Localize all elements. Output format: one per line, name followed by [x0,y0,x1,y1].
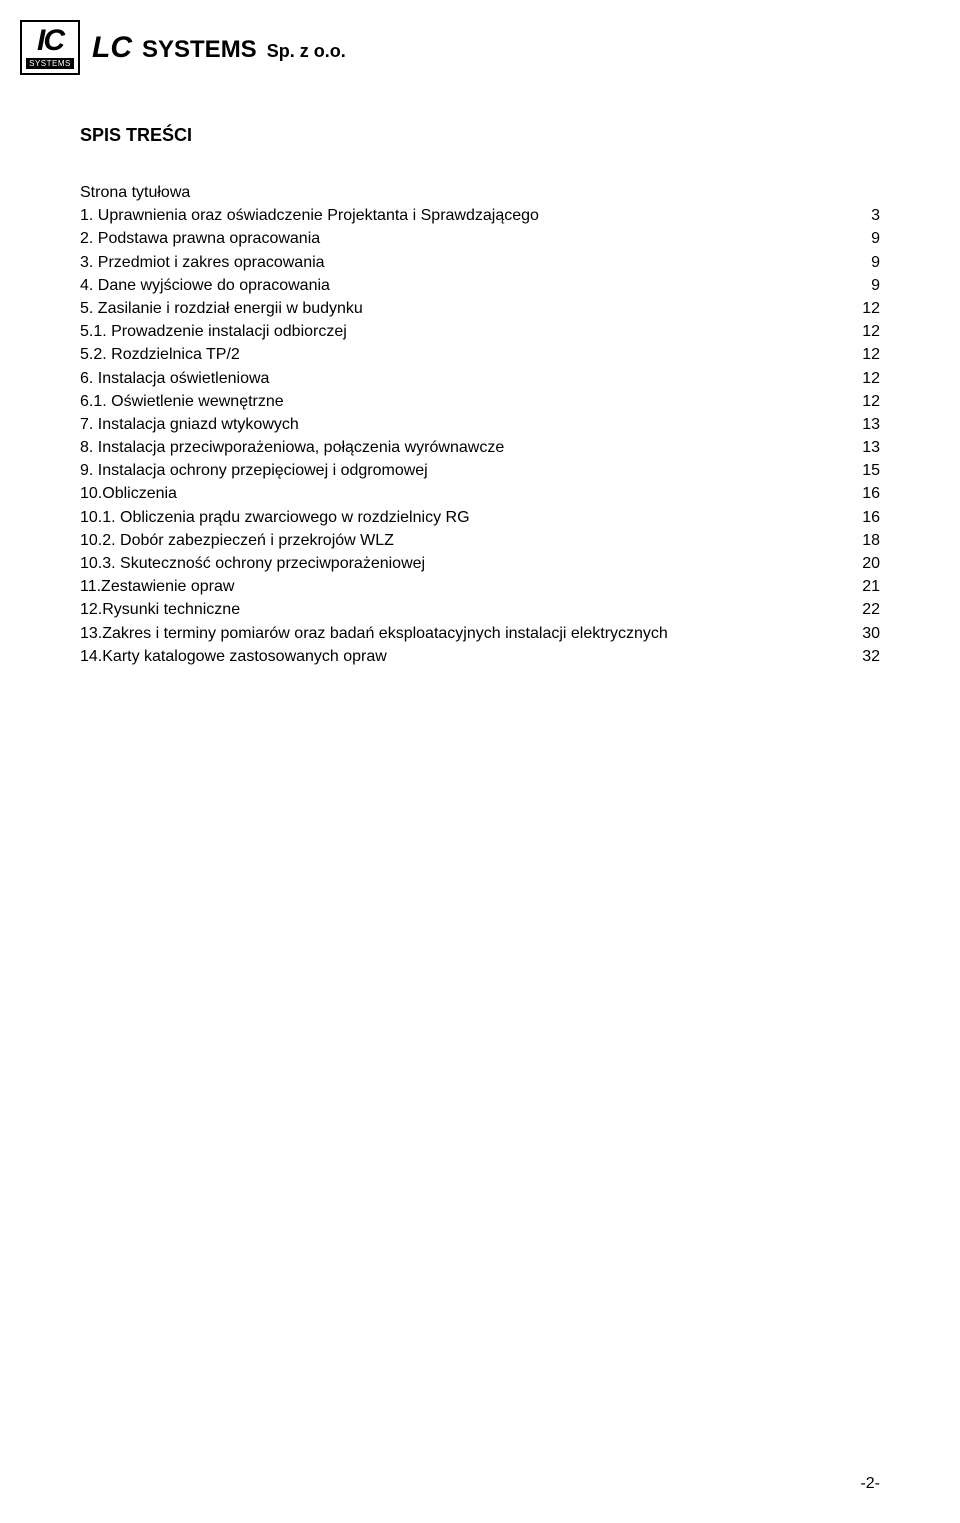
toc-item-label: 6.1. Oświetlenie wewnętrzne [80,390,840,413]
toc-item-page: 9 [840,251,880,274]
toc-item: 6. Instalacja oświetleniowa12 [80,367,880,390]
toc-item: 10.3. Skuteczność ochrony przeciwporażen… [80,552,880,575]
toc-item-page: 32 [840,645,880,668]
toc-item-label: 11.Zestawienie opraw [80,575,840,598]
toc-item-page: 12 [840,390,880,413]
toc-title: SPIS TREŚCI [80,125,880,146]
toc-item-label: 10.2. Dobór zabezpieczeń i przekrojów WL… [80,529,840,552]
toc-list: Strona tytułowa1. Uprawnienia oraz oświa… [80,181,880,668]
toc-item: 6.1. Oświetlenie wewnętrzne12 [80,390,880,413]
toc-item-label: 5.1. Prowadzenie instalacji odbiorczej [80,320,840,343]
company-systems: SYSTEMS [142,36,257,64]
logo-ic-text: IC [37,26,63,56]
toc-item: 5. Zasilanie i rozdział energii w budynk… [80,297,880,320]
toc-item-page: 9 [840,227,880,250]
toc-item-label: 10.1. Obliczenia prądu zwarciowego w roz… [80,506,840,529]
toc-item-label: 10.3. Skuteczność ochrony przeciwporażen… [80,552,840,575]
company-suffix: Sp. z o.o. [267,41,346,62]
logo-systems-text: SYSTEMS [26,58,74,69]
toc-item-label: 8. Instalacja przeciwporażeniowa, połącz… [80,436,840,459]
toc-item: 2. Podstawa prawna opracowania9 [80,227,880,250]
toc-item: 1. Uprawnienia oraz oświadczenie Projekt… [80,204,880,227]
toc-item: 7. Instalacja gniazd wtykowych13 [80,413,880,436]
content: SPIS TREŚCI Strona tytułowa1. Uprawnieni… [0,75,960,668]
toc-item-page: 3 [840,204,880,227]
toc-item-page: 20 [840,552,880,575]
toc-item-page: 13 [840,436,880,459]
toc-item-page [840,181,880,204]
toc-item: 5.1. Prowadzenie instalacji odbiorczej12 [80,320,880,343]
toc-item-label: 12.Rysunki techniczne [80,598,840,621]
toc-item-label: 7. Instalacja gniazd wtykowych [80,413,840,436]
toc-item: 13.Zakres i terminy pomiarów oraz badań … [80,622,880,645]
toc-item-page: 12 [840,320,880,343]
toc-item: 10.2. Dobór zabezpieczeń i przekrojów WL… [80,529,880,552]
toc-item-page: 30 [840,622,880,645]
toc-item-page: 16 [840,482,880,505]
toc-item-page: 16 [840,506,880,529]
toc-item-label: 4. Dane wyjściowe do opracowania [80,274,840,297]
toc-item: 14.Karty katalogowe zastosowanych opraw3… [80,645,880,668]
toc-item: 10.1. Obliczenia prądu zwarciowego w roz… [80,506,880,529]
toc-item-page: 18 [840,529,880,552]
toc-item-label: 1. Uprawnienia oraz oświadczenie Projekt… [80,204,840,227]
toc-item: 9. Instalacja ochrony przepięciowej i od… [80,459,880,482]
toc-item-page: 9 [840,274,880,297]
header: IC SYSTEMS LC SYSTEMS Sp. z o.o. [0,0,960,75]
toc-item-label: 10.Obliczenia [80,482,840,505]
toc-item: 4. Dane wyjściowe do opracowania9 [80,274,880,297]
toc-item: Strona tytułowa [80,181,880,204]
logo: IC SYSTEMS [20,20,80,75]
toc-item-label: 14.Karty katalogowe zastosowanych opraw [80,645,840,668]
company-lc: LC [92,31,132,65]
toc-item-page: 12 [840,367,880,390]
toc-item-page: 15 [840,459,880,482]
toc-item-label: 2. Podstawa prawna opracowania [80,227,840,250]
toc-item-page: 22 [840,598,880,621]
toc-item-label: Strona tytułowa [80,181,840,204]
toc-item-label: 5. Zasilanie i rozdział energii w budynk… [80,297,840,320]
toc-item: 10.Obliczenia16 [80,482,880,505]
toc-item: 12.Rysunki techniczne22 [80,598,880,621]
toc-item: 3. Przedmiot i zakres opracowania9 [80,251,880,274]
toc-item-label: 3. Przedmiot i zakres opracowania [80,251,840,274]
toc-item-page: 13 [840,413,880,436]
toc-item-page: 21 [840,575,880,598]
toc-item: 8. Instalacja przeciwporażeniowa, połącz… [80,436,880,459]
toc-item: 11.Zestawienie opraw21 [80,575,880,598]
toc-item-label: 13.Zakres i terminy pomiarów oraz badań … [80,622,840,645]
toc-item-page: 12 [840,297,880,320]
toc-item-page: 12 [840,343,880,366]
toc-item-label: 6. Instalacja oświetleniowa [80,367,840,390]
company-name: LC SYSTEMS Sp. z o.o. [92,31,346,65]
toc-item-label: 5.2. Rozdzielnica TP/2 [80,343,840,366]
page-number: -2- [860,1475,880,1493]
toc-item-label: 9. Instalacja ochrony przepięciowej i od… [80,459,840,482]
toc-item: 5.2. Rozdzielnica TP/212 [80,343,880,366]
